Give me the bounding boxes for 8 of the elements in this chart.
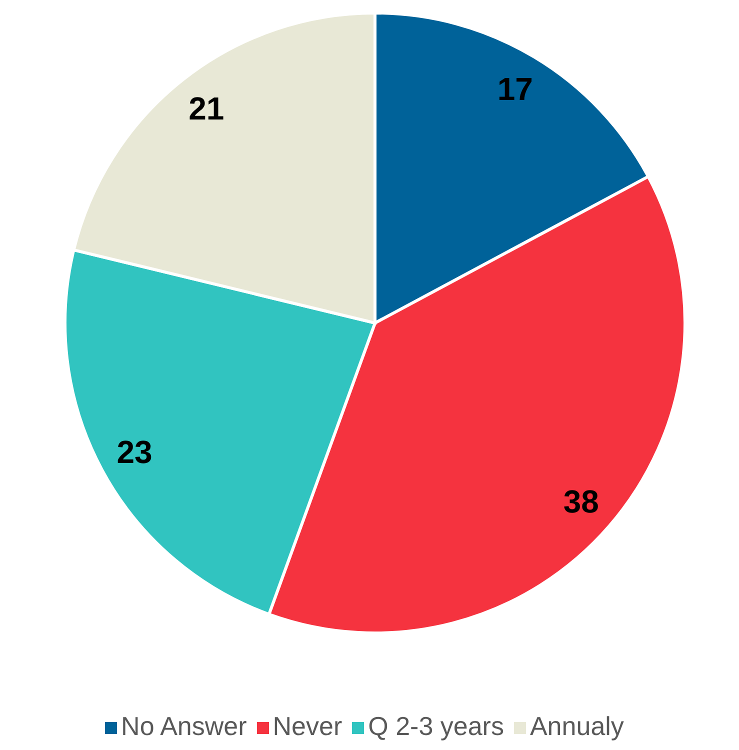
- legend-label: No Answer: [121, 711, 247, 741]
- legend-label: Q 2-3 years: [368, 711, 504, 741]
- legend-label: Never: [272, 711, 342, 741]
- data-label: 21: [188, 90, 224, 127]
- data-label: 17: [497, 70, 533, 107]
- data-label: 23: [116, 434, 152, 470]
- data-label: 38: [563, 484, 599, 520]
- legend-label: Annualy: [530, 711, 624, 741]
